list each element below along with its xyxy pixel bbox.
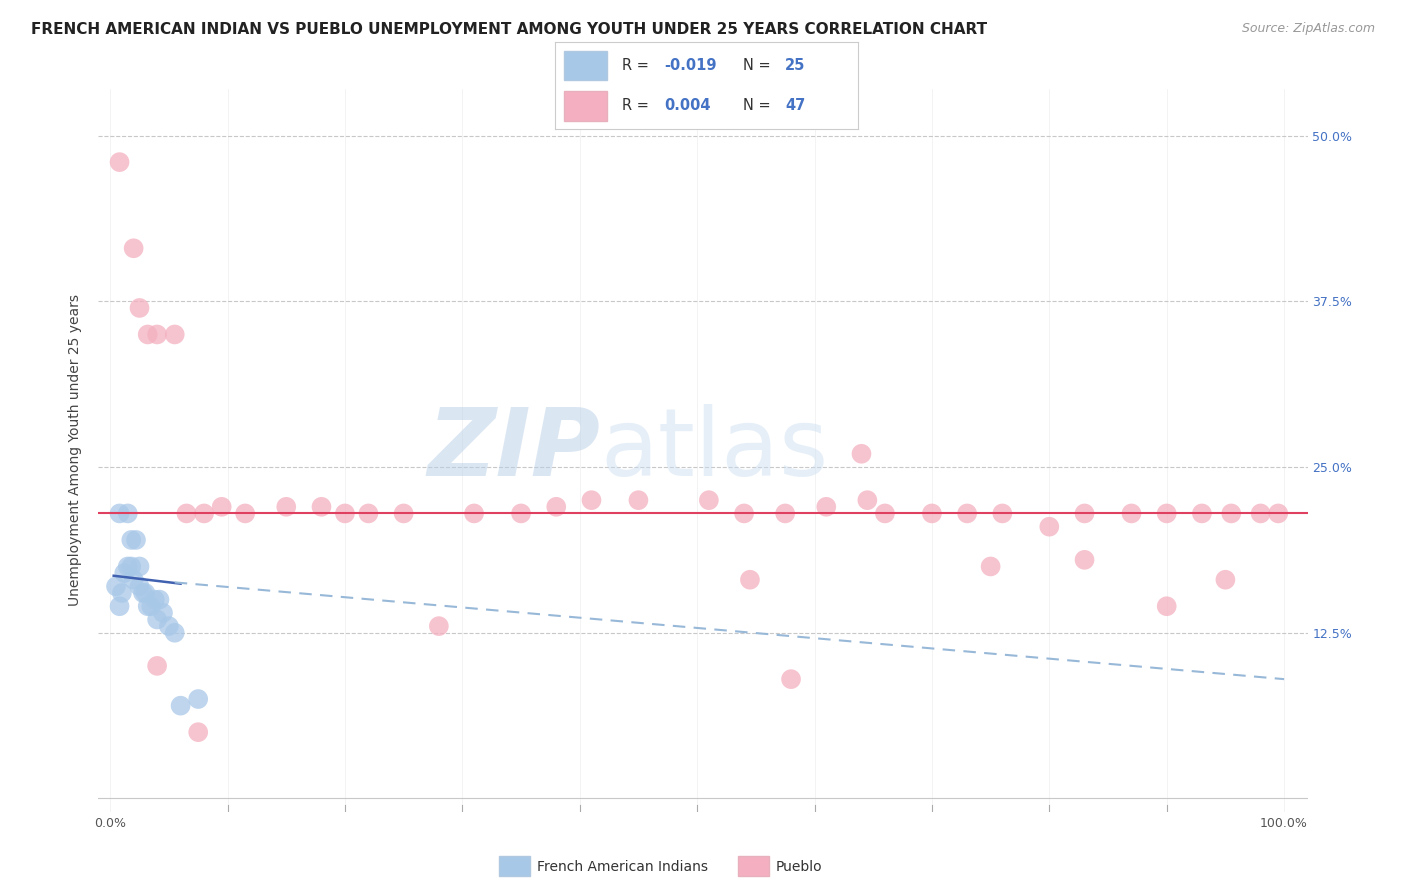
- Point: [311, 500, 333, 514]
- Text: N =: N =: [742, 98, 775, 113]
- Point: [856, 493, 879, 508]
- Point: [333, 507, 356, 521]
- Point: [157, 619, 180, 633]
- Point: [1267, 507, 1289, 521]
- Point: [136, 599, 159, 614]
- Point: [117, 507, 139, 521]
- Point: [146, 327, 169, 342]
- Point: [112, 566, 135, 580]
- Point: [128, 559, 150, 574]
- Point: [141, 599, 163, 614]
- Point: [117, 559, 139, 574]
- Point: [176, 507, 198, 521]
- Point: [134, 586, 156, 600]
- Point: [546, 500, 568, 514]
- Point: [427, 619, 450, 633]
- Point: [1215, 573, 1237, 587]
- Point: [991, 507, 1014, 521]
- Text: 25: 25: [785, 58, 806, 73]
- Point: [132, 586, 155, 600]
- Point: [581, 493, 603, 508]
- Text: FRENCH AMERICAN INDIAN VS PUEBLO UNEMPLOYMENT AMONG YOUTH UNDER 25 YEARS CORRELA: FRENCH AMERICAN INDIAN VS PUEBLO UNEMPLO…: [31, 22, 987, 37]
- Point: [1250, 507, 1272, 521]
- Text: N =: N =: [742, 58, 775, 73]
- Point: [733, 507, 755, 521]
- Point: [146, 659, 169, 673]
- Y-axis label: Unemployment Among Youth under 25 years: Unemployment Among Youth under 25 years: [69, 294, 83, 607]
- Point: [815, 500, 838, 514]
- Point: [187, 725, 209, 739]
- Point: [1073, 553, 1095, 567]
- Point: [1191, 507, 1213, 521]
- Point: [1156, 507, 1178, 521]
- Point: [873, 507, 896, 521]
- Point: [105, 579, 128, 593]
- Point: [108, 507, 131, 521]
- Text: Source: ZipAtlas.com: Source: ZipAtlas.com: [1241, 22, 1375, 36]
- Point: [921, 507, 943, 521]
- Point: [1121, 507, 1143, 521]
- Point: [108, 155, 131, 169]
- Text: -0.019: -0.019: [664, 58, 717, 73]
- Text: Pueblo: Pueblo: [776, 860, 823, 874]
- Text: 47: 47: [785, 98, 806, 113]
- Point: [463, 507, 485, 521]
- Point: [146, 612, 169, 626]
- Text: ZIP: ZIP: [427, 404, 600, 497]
- Text: R =: R =: [621, 98, 654, 113]
- Point: [851, 447, 873, 461]
- Point: [1156, 599, 1178, 614]
- Point: [120, 559, 142, 574]
- Point: [122, 241, 145, 255]
- Point: [980, 559, 1002, 574]
- Text: French American Indians: French American Indians: [537, 860, 709, 874]
- Point: [276, 500, 298, 514]
- Point: [169, 698, 191, 713]
- Point: [697, 493, 720, 508]
- Point: [148, 592, 170, 607]
- Point: [1073, 507, 1095, 521]
- FancyBboxPatch shape: [564, 91, 607, 120]
- Point: [152, 606, 174, 620]
- Point: [143, 592, 166, 607]
- Point: [120, 533, 142, 547]
- Text: R =: R =: [621, 58, 654, 73]
- Point: [187, 692, 209, 706]
- Point: [233, 507, 256, 521]
- Point: [738, 573, 761, 587]
- Point: [392, 507, 415, 521]
- Point: [780, 672, 803, 686]
- Point: [111, 586, 134, 600]
- Point: [128, 579, 150, 593]
- Point: [125, 533, 148, 547]
- Point: [357, 507, 380, 521]
- Text: atlas: atlas: [600, 404, 828, 497]
- Point: [128, 301, 150, 315]
- Point: [108, 599, 131, 614]
- Point: [211, 500, 233, 514]
- Point: [1220, 507, 1243, 521]
- Point: [122, 573, 145, 587]
- Point: [193, 507, 215, 521]
- Point: [163, 327, 186, 342]
- Point: [510, 507, 533, 521]
- Point: [773, 507, 796, 521]
- FancyBboxPatch shape: [564, 51, 607, 80]
- Point: [163, 625, 186, 640]
- Point: [136, 327, 159, 342]
- Point: [1038, 519, 1060, 533]
- Point: [956, 507, 979, 521]
- Point: [627, 493, 650, 508]
- Text: 0.004: 0.004: [664, 98, 710, 113]
